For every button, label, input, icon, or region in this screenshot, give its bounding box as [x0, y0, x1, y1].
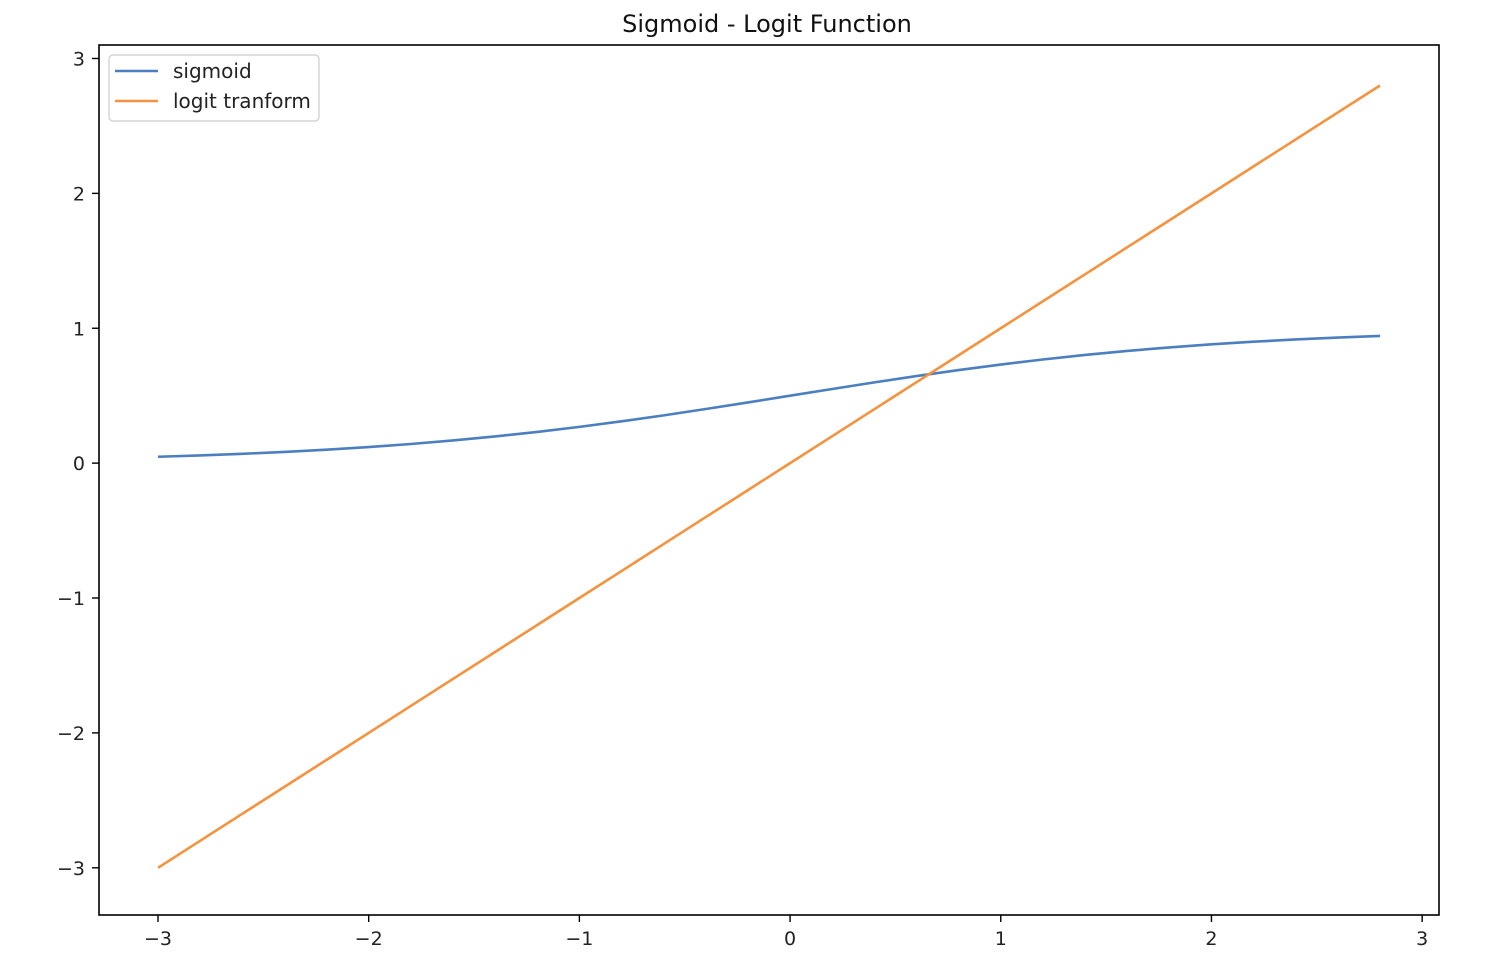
series-line-sigmoid [157, 334, 1381, 459]
x-tick-label: 0 [784, 928, 796, 950]
x-tick-label: 2 [1205, 928, 1217, 950]
y-axis: −3 −2 −1 0 1 2 3 [57, 48, 99, 880]
x-tick-label: −3 [144, 928, 172, 950]
y-tick-label: −1 [57, 588, 85, 610]
x-tick-label: 1 [995, 928, 1007, 950]
chart-title: Sigmoid - Logit Function [622, 10, 912, 38]
series-layer [157, 84, 1381, 869]
y-tick-label: 1 [73, 318, 85, 340]
y-tick-label: 0 [73, 453, 85, 475]
y-tick-label: 3 [73, 48, 85, 70]
x-axis: −3 −2 −1 0 1 2 3 [144, 915, 1428, 950]
legend-box [108, 54, 320, 122]
x-tick-label: 3 [1416, 928, 1428, 950]
x-tick-label: −2 [355, 928, 383, 950]
legend-label: sigmoid [173, 59, 252, 83]
y-tick-label: −2 [57, 723, 85, 745]
plot-frame [98, 44, 1440, 916]
x-tick-label: −1 [565, 928, 593, 950]
series-line-logit-tranform [157, 84, 1381, 869]
legend-label: logit tranform [173, 89, 311, 113]
y-tick-label: −3 [57, 858, 85, 880]
legend: sigmoid logit tranform [108, 54, 320, 122]
y-tick-label: 2 [73, 183, 85, 205]
